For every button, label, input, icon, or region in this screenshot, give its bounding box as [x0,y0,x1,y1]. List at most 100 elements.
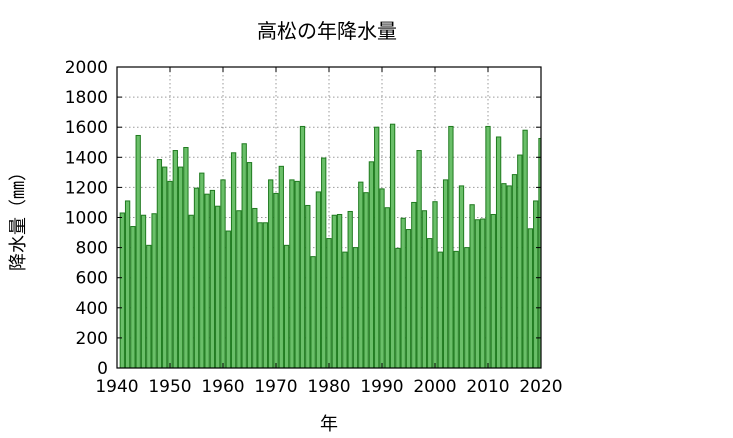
bar [289,179,295,369]
bar [511,174,518,369]
bar [432,201,438,369]
bar [506,185,512,369]
x-tick-label: 2000 [413,377,456,397]
bar [437,251,443,369]
bar [411,201,417,369]
y-tick-label: 1400 [65,148,108,168]
bar [347,210,353,369]
bar [305,204,311,369]
bar [204,193,210,369]
bar [395,247,401,369]
bar [384,207,390,369]
bar [464,247,470,369]
y-tick-label: 400 [76,299,108,319]
x-tick-labels: 1940 1950 1960 1970 1980 1990 2000 2010 2020 [95,377,562,397]
y-tick-label: 1000 [65,209,108,229]
bar [336,213,343,369]
bar [177,166,184,369]
chart-title: 高松の年降水量 [257,19,397,43]
bar [522,129,528,369]
bar [501,183,507,369]
bar [262,222,269,369]
bar [135,134,141,369]
bar [358,181,364,369]
bar [405,229,412,369]
ticks [116,66,542,369]
x-axis-label: 年 [320,414,338,435]
bar [379,188,385,369]
bar [331,214,337,369]
x-tick-label: 1970 [254,377,297,397]
x-tick-label: 1940 [95,377,138,397]
bar [252,207,258,369]
x-tick-label: 2010 [466,377,509,397]
bar [495,136,502,369]
bars [119,123,542,369]
bar [490,213,496,369]
bar [209,189,216,369]
x-tick-label: 2020 [519,377,562,397]
bar [257,222,263,369]
bar [469,204,475,369]
bar [268,179,274,369]
bar [416,150,422,369]
bar [140,214,147,369]
bar [199,172,205,369]
bar [310,256,316,369]
bar [421,210,428,369]
bar [474,219,481,369]
bar [246,162,253,369]
y-tick-label: 0 [97,359,108,379]
bar [215,205,221,369]
bar [119,212,125,369]
bar [188,214,194,369]
bar [315,191,322,369]
y-tick-labels: 0 200 400 600 800 1000 1200 1400 1600 1800 2000 [65,58,108,379]
bar [236,210,242,369]
bar [389,123,396,369]
bar [480,218,486,369]
y-tick-label: 2000 [65,58,108,78]
bar [273,192,279,369]
bar [278,165,284,369]
bar [363,192,369,369]
bar [241,143,247,369]
bar [156,159,163,369]
bar [172,150,178,369]
x-tick-label: 1990 [360,377,403,397]
bar [183,147,189,369]
bar [283,244,290,369]
y-tick-label: 800 [76,239,108,259]
bar [517,154,523,369]
bar [533,200,539,369]
bar [442,179,449,369]
bar [427,238,433,369]
y-tick-label: 600 [76,269,108,289]
bar [368,161,375,369]
bar [220,179,226,369]
bar [294,180,300,369]
y-tick-label: 200 [76,329,108,349]
x-tick-label: 1950 [148,377,191,397]
bar [485,125,491,369]
y-tick-label: 1200 [65,178,108,198]
bar [162,166,168,369]
bar [342,251,348,369]
bar [448,125,454,369]
bar [130,226,136,369]
bar [527,228,534,369]
bar [453,250,459,369]
bar [374,126,380,369]
bar [167,180,173,369]
bar [326,238,332,369]
bar [352,247,359,369]
bar [124,200,131,369]
bar [146,244,152,369]
bar [299,125,306,369]
bar [458,185,465,369]
x-tick-label: 1960 [201,377,244,397]
bar [230,152,237,369]
y-tick-label: 1800 [65,88,108,108]
x-tick-label: 1980 [307,377,350,397]
